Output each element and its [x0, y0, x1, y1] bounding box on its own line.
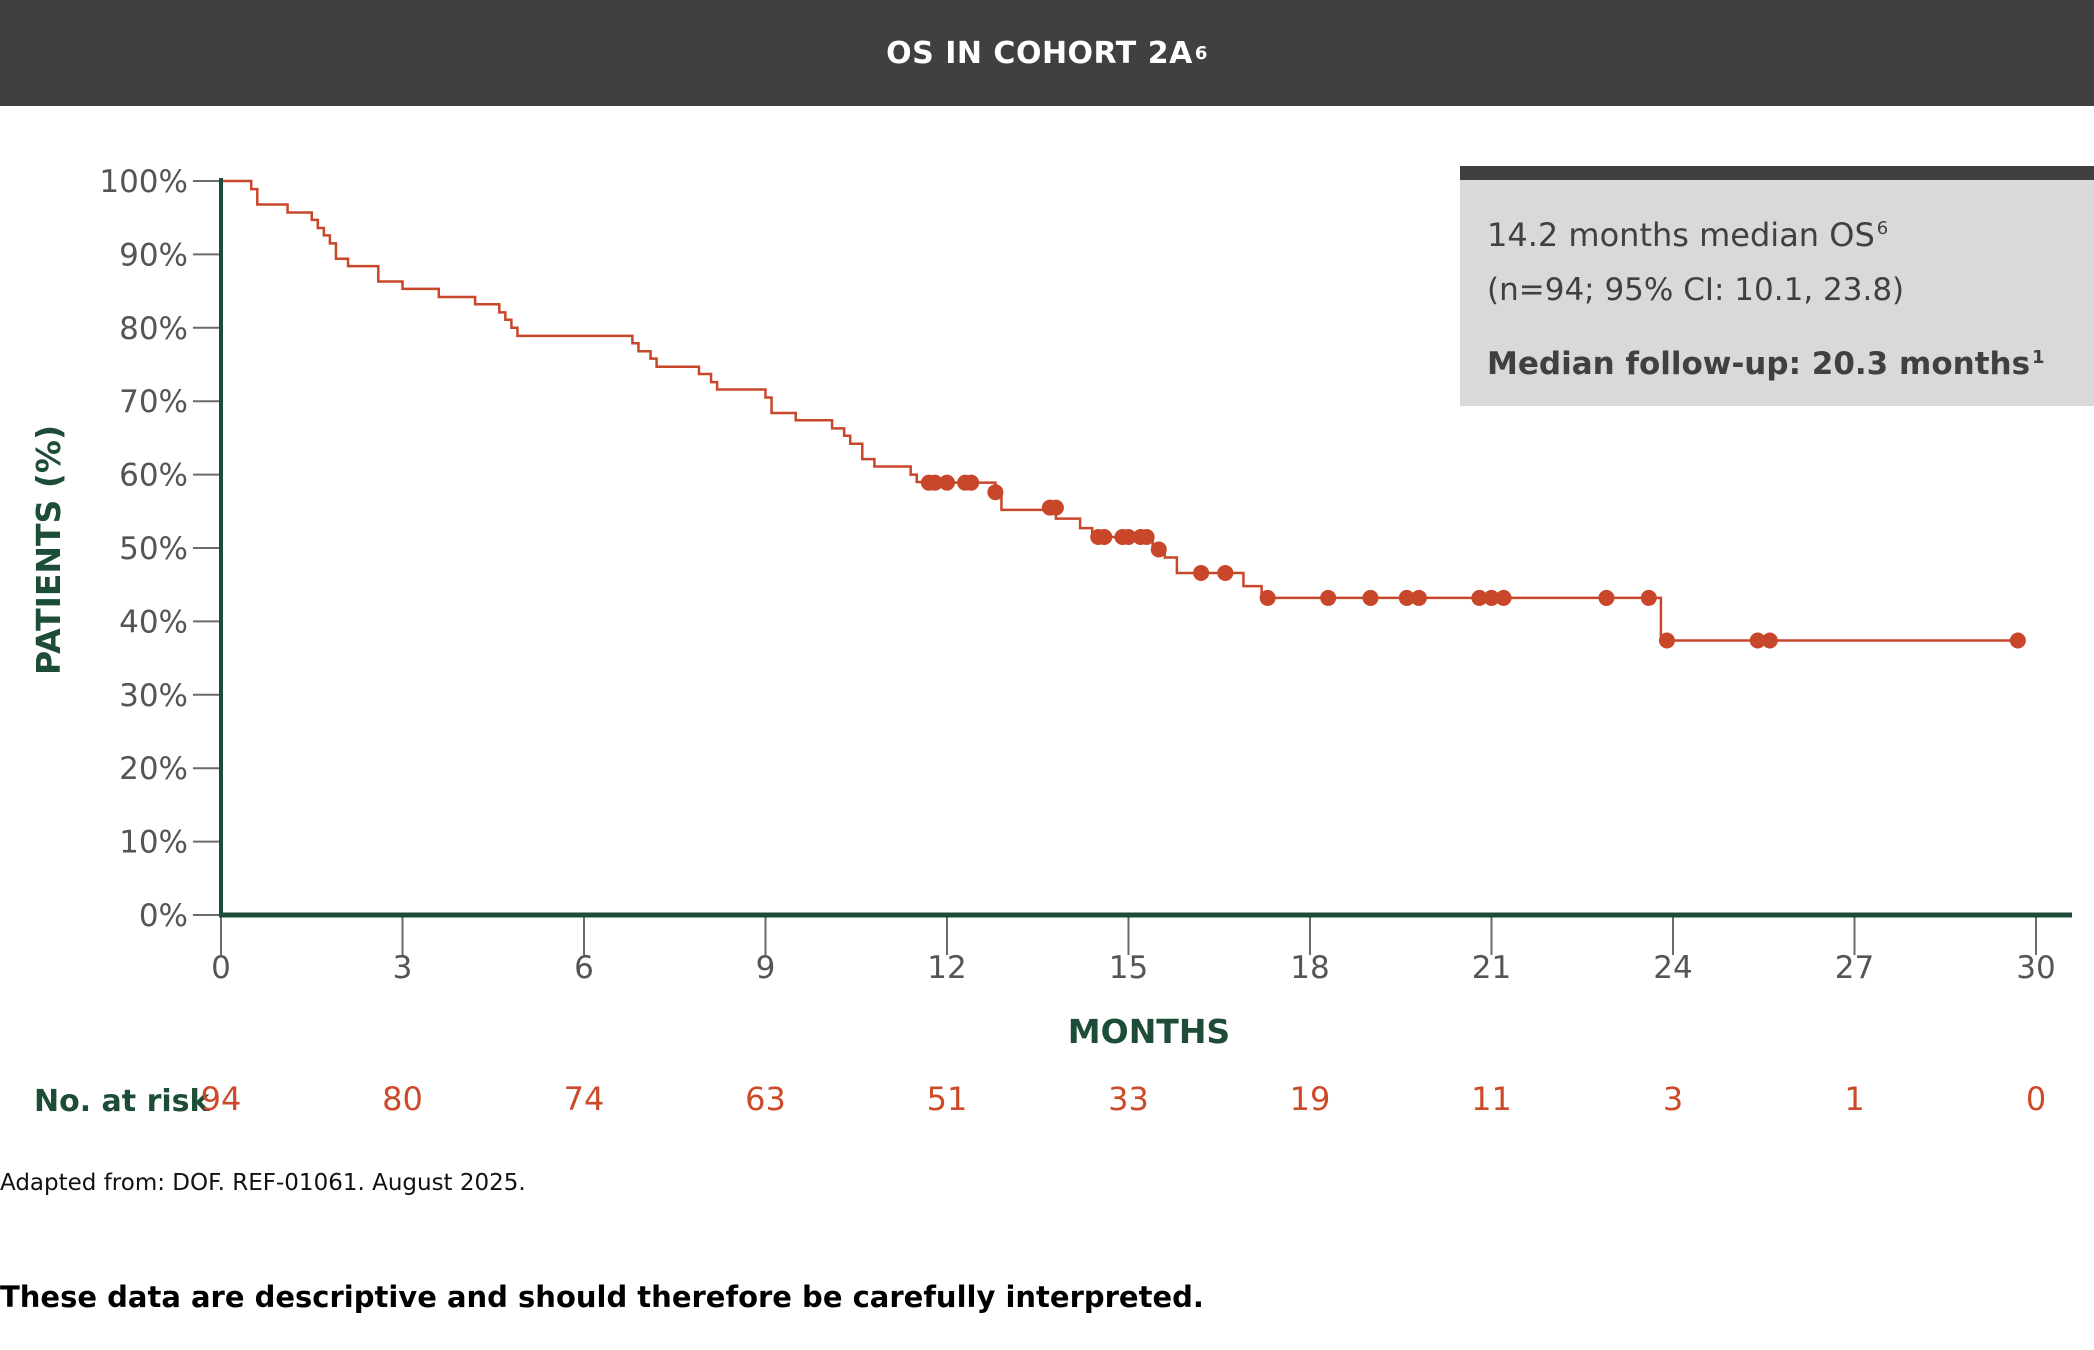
- source-note: Adapted from: DOF. REF-01061. August 202…: [0, 1170, 526, 1196]
- censor-mark: [1761, 632, 1778, 649]
- at-risk-value: 94: [201, 1080, 242, 1118]
- censor-mark: [1138, 528, 1155, 545]
- x-tick-label: 3: [393, 950, 413, 986]
- x-tick-label: 6: [574, 950, 594, 986]
- disclaimer-note: These data are descriptive and should th…: [0, 1280, 1204, 1314]
- censor-mark: [1193, 564, 1210, 581]
- chart-title: OS IN COHORT 2A: [886, 35, 1193, 71]
- follow-up-footnote: 1: [2032, 346, 2045, 368]
- follow-up-value: Median follow-up: 20.3 months: [1487, 346, 2031, 382]
- censor-mark: [2009, 632, 2026, 649]
- x-tick-label: 27: [1835, 950, 1874, 986]
- censor-mark: [1658, 632, 1675, 649]
- y-tick-label: 30%: [119, 678, 188, 714]
- y-tick-label: 70%: [119, 384, 188, 420]
- chart-title-footnote: 6: [1194, 42, 1208, 64]
- y-tick-label: 90%: [119, 237, 188, 273]
- censor-mark: [1259, 589, 1276, 606]
- y-axis-title: PATIENTS (%): [29, 425, 68, 675]
- km-chart: 0%10%20%30%40%50%60%70%80%90%100% 0 3 6 9 12…: [29, 164, 2072, 1119]
- at-risk-value: 11: [1471, 1080, 1512, 1118]
- censor-mark: [1495, 589, 1512, 606]
- summary-box: 14.2 months median OS 6 (n=94; 95% CI: 10…: [1460, 166, 2094, 406]
- survival-curve: [221, 179, 2018, 642]
- at-risk-value: 51: [927, 1080, 968, 1118]
- censor-mark: [1120, 528, 1137, 545]
- at-risk-table: 94 80 74 63 51 33 19 11 3 1 0: [201, 1080, 2047, 1118]
- censor-mark: [1096, 528, 1113, 545]
- x-tick-label: 18: [1290, 950, 1329, 986]
- x-tick-label: 21: [1472, 950, 1511, 986]
- y-tick-label: 50%: [119, 531, 188, 567]
- x-tick-label: 9: [756, 950, 776, 986]
- y-tick-label: 0%: [139, 898, 188, 934]
- y-tick-label: 40%: [119, 604, 188, 640]
- x-tick-label: 30: [2016, 950, 2055, 986]
- censor-mark: [939, 474, 955, 491]
- x-tick-label: 24: [1653, 950, 1692, 986]
- at-risk-label: No. at risk: [34, 1084, 211, 1119]
- censor-mark: [1398, 589, 1415, 606]
- censor-mark: [1749, 632, 1766, 649]
- y-tick-label: 20%: [119, 751, 188, 787]
- x-axis-ticks: 0 3 6 9 12 15 18 21 24 27 30: [211, 915, 2056, 986]
- censor-marks-layer: [920, 474, 2026, 649]
- x-tick-label: 0: [211, 950, 231, 986]
- censor-mark: [926, 474, 943, 491]
- y-axis-ticks: 0% 10% 20% 30% 40% 50% 60% 70% 80% 90% 100%: [99, 164, 221, 934]
- censor-mark: [1320, 589, 1337, 606]
- censor-mark: [1598, 589, 1615, 606]
- at-risk-value: 63: [745, 1080, 786, 1118]
- censor-mark: [1362, 589, 1379, 606]
- survival-curve-layer: [221, 179, 2018, 642]
- censor-mark: [1217, 564, 1234, 581]
- at-risk-value: 74: [564, 1080, 605, 1118]
- censor-mark: [987, 484, 1004, 501]
- at-risk-value: 19: [1290, 1080, 1331, 1118]
- at-risk-value: 33: [1108, 1080, 1149, 1118]
- x-tick-label: 15: [1109, 950, 1148, 986]
- y-tick-label: 100%: [99, 164, 188, 200]
- censor-mark: [1410, 589, 1427, 606]
- censor-mark: [963, 474, 980, 491]
- y-tick-label: 10%: [119, 825, 188, 861]
- median-os-value: 14.2 months median OS: [1487, 216, 1875, 254]
- confidence-interval-text: (n=94; 95% CI: 10.1, 23.8): [1487, 272, 1905, 308]
- at-risk-value: 3: [1663, 1080, 1683, 1118]
- chart-header: OS IN COHORT 2A 6: [0, 0, 2094, 106]
- median-os-text: 14.2 months median OS 6: [1487, 216, 1888, 254]
- censor-mark: [1471, 589, 1488, 606]
- at-risk-value: 0: [2026, 1080, 2046, 1118]
- censor-mark: [1483, 589, 1500, 606]
- x-tick-label: 12: [927, 950, 966, 986]
- at-risk-value: 1: [1844, 1080, 1864, 1118]
- censor-mark: [1640, 589, 1657, 606]
- y-tick-label: 80%: [119, 311, 188, 347]
- censor-mark: [1047, 499, 1064, 516]
- follow-up-text: Median follow-up: 20.3 months 1: [1487, 346, 2045, 382]
- censor-mark: [1150, 541, 1167, 558]
- median-os-footnote: 6: [1876, 218, 1889, 240]
- y-tick-label: 60%: [119, 458, 188, 494]
- x-axis-title: MONTHS: [1068, 1012, 1230, 1051]
- at-risk-value: 80: [382, 1080, 423, 1118]
